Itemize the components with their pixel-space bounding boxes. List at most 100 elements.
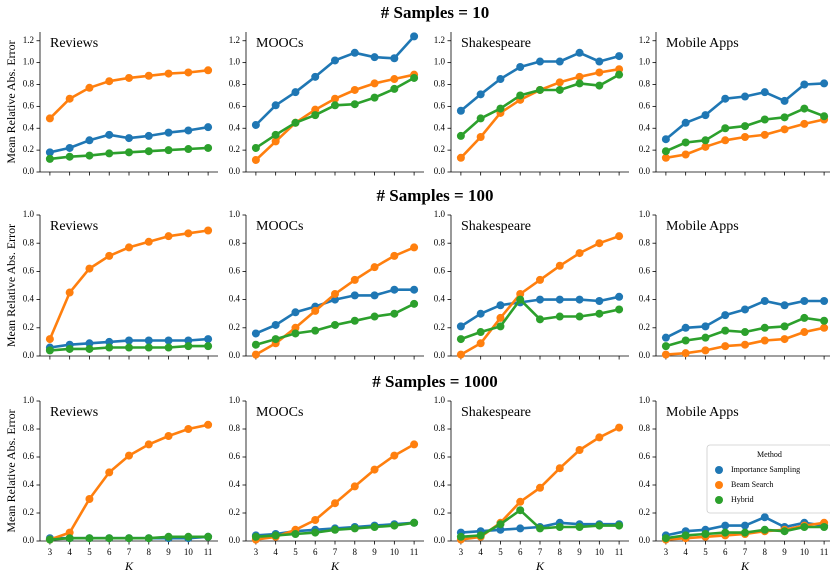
x-tick-label: 6: [313, 547, 318, 557]
x-tick-label: 11: [820, 547, 829, 557]
subplot-title: Mobile Apps: [666, 36, 739, 51]
point: [65, 528, 74, 537]
point: [390, 285, 399, 294]
point: [575, 312, 584, 321]
y-tick-label: 0.6: [229, 451, 241, 461]
point: [65, 344, 74, 353]
y-axis-label: Mean Relative Abs. Error: [4, 224, 18, 347]
point: [780, 125, 789, 134]
subplot: 0.0 0.2 0.4 0.6 0.8 1.0 1.2 MOOCs: [229, 32, 424, 176]
y-tick-label: 1.0: [229, 209, 241, 219]
y-tick-label: 0.0: [23, 166, 35, 176]
point: [45, 114, 54, 123]
point: [331, 295, 339, 304]
point: [45, 154, 54, 163]
y-tick-label: 0.8: [639, 423, 651, 433]
point: [85, 151, 94, 160]
point: [125, 343, 133, 352]
point: [476, 531, 485, 540]
point: [164, 146, 173, 155]
point: [681, 323, 690, 332]
subplot-title: MOOCs: [256, 36, 303, 51]
y-tick-label: 1.0: [229, 57, 241, 67]
point: [476, 133, 485, 141]
point: [456, 532, 465, 541]
y-tick-label: 0.2: [434, 507, 445, 517]
point: [701, 333, 710, 342]
point: [311, 306, 320, 315]
y-tick-label: 1.0: [639, 209, 651, 219]
point: [615, 292, 624, 301]
y-tick-label: 0.0: [229, 535, 241, 545]
y-tick-label: 1.0: [23, 395, 35, 405]
x-tick-label: 9: [577, 547, 582, 557]
point: [555, 78, 564, 87]
y-tick-label: 0.4: [23, 479, 35, 489]
x-tick-label: 5: [703, 547, 708, 557]
x-tick-label: 4: [478, 547, 483, 557]
y-tick-label: 0.0: [23, 535, 35, 545]
y-tick-label: 0.2: [229, 144, 240, 154]
point: [476, 309, 485, 318]
point: [721, 94, 730, 103]
point: [184, 532, 193, 541]
y-tick-label: 0.6: [229, 100, 241, 110]
x-tick-label: 3: [254, 547, 259, 557]
y-tick-label: 0.2: [639, 144, 650, 154]
point: [410, 440, 419, 449]
point: [370, 291, 379, 300]
subplot-title: Shakespeare: [461, 405, 531, 420]
point: [721, 521, 730, 530]
point: [721, 342, 730, 351]
y-tick-label: 0.4: [229, 479, 241, 489]
point: [721, 311, 730, 320]
point: [800, 119, 809, 128]
point: [476, 90, 485, 99]
x-tick-label: 4: [273, 547, 278, 557]
point: [701, 530, 710, 538]
point: [661, 350, 670, 359]
y-tick-label: 0.8: [434, 79, 446, 89]
point: [350, 291, 359, 300]
subplot: 0.0 0.2 0.4 0.6 0.8 1.0 3 4 5 6 7 8 9 10 11 Mobile Apps…: [639, 395, 830, 573]
legend-marker: [715, 496, 723, 504]
point: [701, 111, 710, 120]
point: [105, 534, 114, 543]
legend-label: Importance Sampling: [731, 465, 800, 474]
legend-label: Beam Search: [731, 480, 773, 489]
x-tick-label: 5: [293, 547, 298, 557]
y-tick-label: 1.2: [23, 35, 34, 45]
x-axis-label: K: [124, 559, 134, 573]
point: [661, 333, 670, 342]
y-tick-label: 0.6: [434, 265, 446, 275]
point: [164, 232, 173, 241]
point: [681, 138, 690, 147]
point: [575, 446, 584, 454]
x-tick-label: 7: [127, 547, 132, 557]
point: [251, 143, 260, 152]
point: [741, 122, 749, 131]
point: [496, 301, 505, 310]
point: [681, 150, 690, 159]
point: [144, 343, 153, 352]
point: [536, 524, 544, 533]
point: [681, 118, 690, 127]
y-tick-label: 0.6: [639, 451, 651, 461]
subplot-title: Reviews: [50, 405, 98, 420]
x-tick-label: 11: [615, 547, 624, 557]
series-line: [459, 67, 620, 159]
point: [370, 79, 379, 88]
point: [271, 335, 280, 344]
subplot: 0.0 0.2 0.4 0.6 0.8 1.0 Shakespeare: [434, 209, 629, 360]
point: [390, 84, 399, 93]
y-tick-label: 0.8: [434, 237, 446, 247]
point: [456, 322, 465, 331]
subplot: 0.0 0.2 0.4 0.6 0.8 1.0 3 4 5 6 7 8 9 10 11 MOOCs K: [229, 395, 424, 573]
x-tick-label: 11: [410, 547, 419, 557]
point: [555, 523, 564, 531]
y-tick-label: 0.8: [23, 423, 35, 433]
point: [184, 126, 193, 135]
point: [85, 264, 94, 273]
x-tick-label: 5: [87, 547, 92, 557]
point: [291, 88, 300, 97]
